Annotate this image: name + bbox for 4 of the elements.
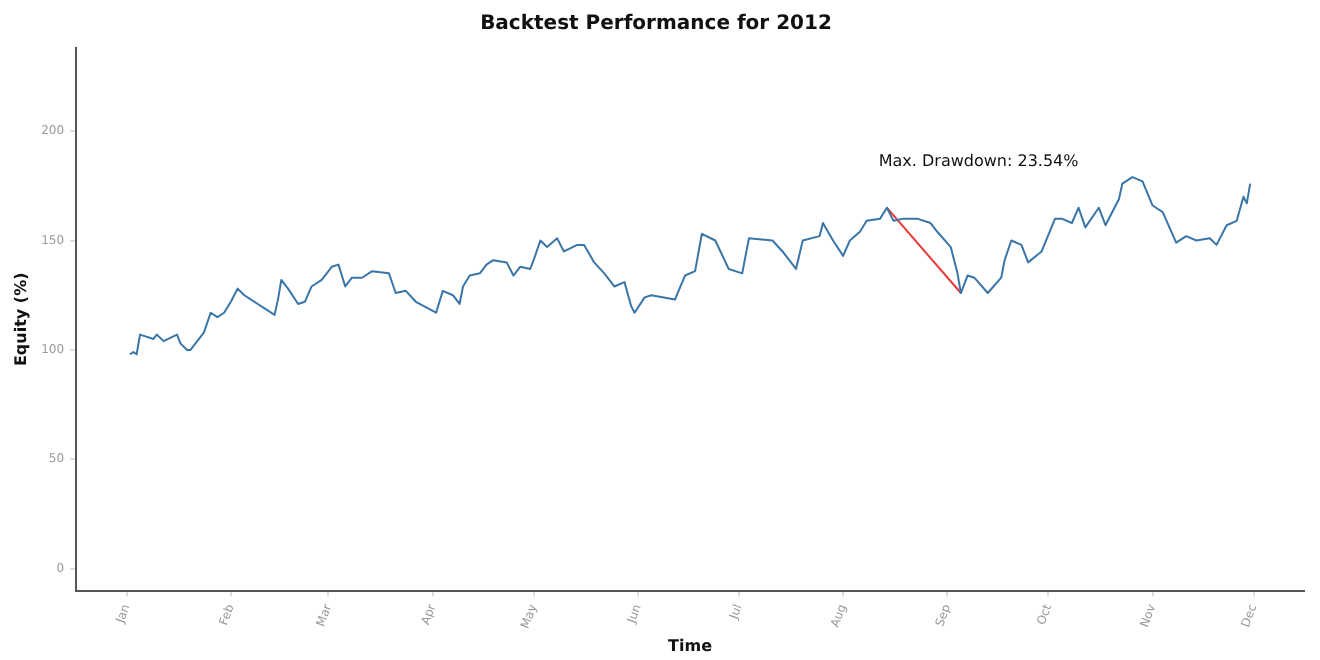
annotation: Max. Drawdown: 23.54% <box>878 152 1080 171</box>
y-axis-title: Equity (%) <box>11 272 30 367</box>
chart-title: Backtest Performance for 2012 <box>480 13 832 36</box>
x-axis-title: Time <box>668 636 714 655</box>
